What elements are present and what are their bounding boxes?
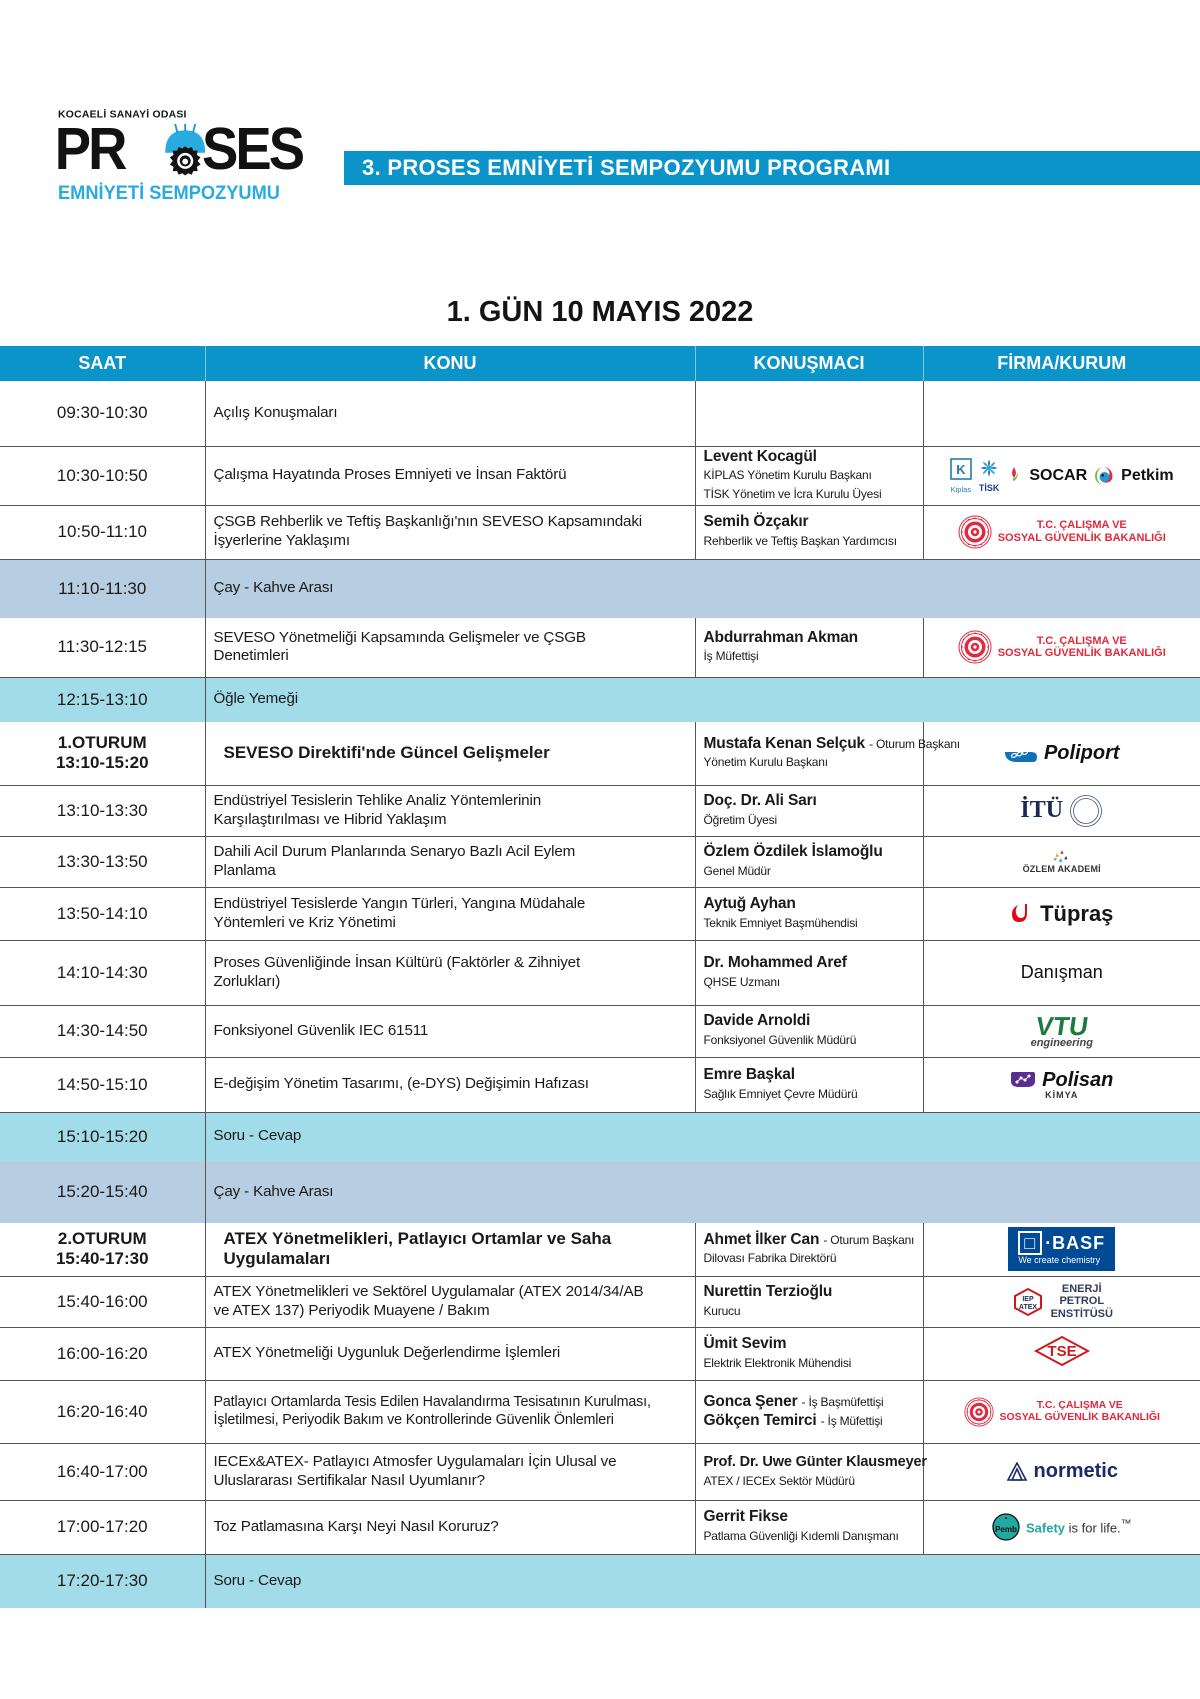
svg-text:K: K — [956, 462, 966, 477]
svg-text:ATEX: ATEX — [1019, 1304, 1037, 1311]
svg-text:Pemb: Pemb — [995, 1525, 1017, 1534]
svg-text:TSE: TSE — [1047, 1343, 1076, 1360]
svg-text:IEP: IEP — [1022, 1296, 1034, 1303]
